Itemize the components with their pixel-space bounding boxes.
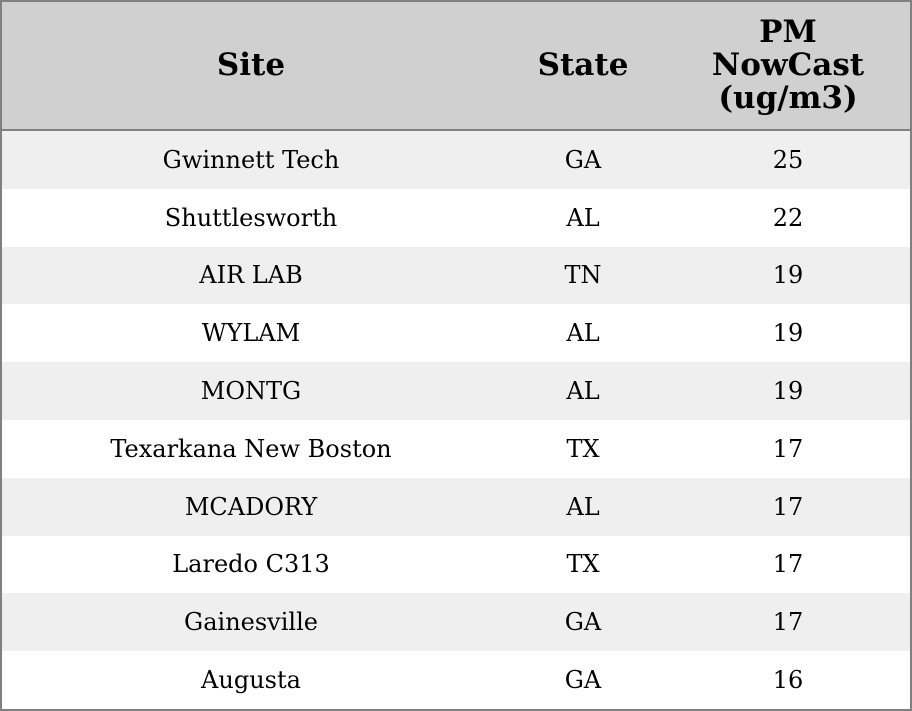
table-row: WYLAM AL 19 (2, 304, 910, 363)
table-cell: TX (566, 550, 600, 579)
header-text: Site (216, 47, 286, 83)
table-cell: Gainesville (184, 608, 318, 637)
table-row: Gwinnett Tech GA 25 (2, 130, 910, 189)
table-header: Site State PM NowCast (ug/m3) (2, 2, 910, 131)
table-row: MONTG AL 19 (2, 362, 910, 420)
table-cell: AL (566, 319, 600, 348)
table-cell: Shuttlesworth (164, 203, 338, 232)
table-cell: AIR LAB (199, 261, 303, 290)
table-cell: 22 (772, 203, 804, 232)
table-cell: 17 (772, 550, 804, 579)
table-cell: 19 (772, 319, 804, 348)
table-row: Shuttlesworth AL 22 (2, 188, 910, 247)
table-cell: TN (564, 261, 602, 290)
header-cell: PM NowCast (ug/m3) (666, 2, 910, 131)
table-body: Gwinnett Tech GA 25 Shuttlesworth AL 22 AIR LA… (2, 130, 910, 709)
table-cell: 17 (772, 434, 804, 463)
table-cell: 17 (772, 608, 804, 637)
table-cell: 17 (772, 492, 804, 521)
header-row: Site State PM NowCast (ug/m3) (2, 2, 910, 131)
table-cell: GA (564, 666, 602, 695)
table-cell: Texarkana New Boston (110, 434, 392, 463)
table-row: Laredo C313 TX 17 (2, 535, 910, 594)
header-cell: State (500, 2, 666, 131)
table-cell: AL (566, 492, 600, 521)
table-row: Texarkana New Boston TX 17 (2, 419, 910, 478)
table-cell: MONTG (200, 377, 302, 406)
table-cell: WYLAM (201, 319, 301, 348)
table-cell: 19 (772, 377, 804, 406)
table-cell: GA (564, 145, 602, 174)
table-cell: AL (566, 377, 600, 406)
header-text: State (537, 47, 629, 83)
table-cell: AL (566, 203, 600, 232)
table-cell: Laredo C313 (172, 550, 330, 579)
table-row: Augusta GA 16 (2, 651, 910, 709)
table-row: Gainesville GA 17 (2, 593, 910, 652)
header-cell: Site (2, 2, 500, 131)
table-cell: Gwinnett Tech (162, 145, 340, 174)
table-cell: 25 (772, 145, 804, 174)
header-text: PM NowCast (ug/m3) (711, 14, 865, 116)
table-cell: 16 (772, 666, 804, 695)
table-cell: Augusta (201, 666, 301, 695)
table-cell: TX (566, 434, 600, 463)
table-row: MCADORY AL 17 (2, 477, 910, 536)
table-cell: GA (564, 608, 602, 637)
table-cell: 19 (772, 261, 804, 290)
table-cell: MCADORY (184, 492, 318, 521)
table-row: AIR LAB TN 19 (2, 246, 910, 305)
